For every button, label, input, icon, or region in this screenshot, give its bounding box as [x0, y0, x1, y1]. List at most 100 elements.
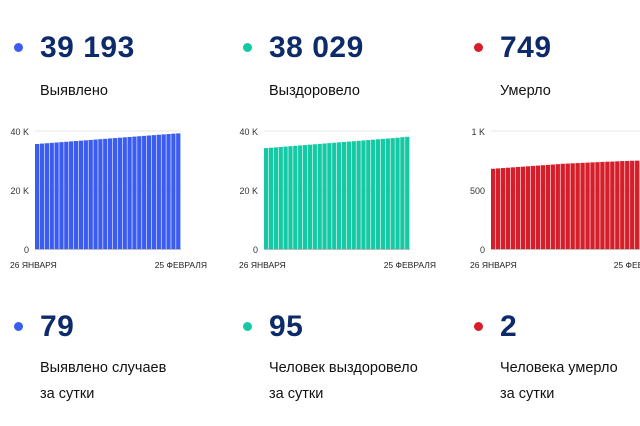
bar	[630, 160, 635, 249]
confirmed-total: 39 193	[40, 31, 135, 64]
bar	[635, 160, 640, 249]
bar	[615, 161, 620, 249]
bar	[302, 145, 308, 249]
bar	[375, 139, 381, 249]
bar	[98, 139, 103, 249]
bar	[64, 141, 69, 249]
bar	[625, 160, 630, 249]
bar	[132, 136, 137, 249]
y-tick-label: 20 K	[10, 186, 29, 196]
bar	[341, 141, 347, 249]
bar	[535, 165, 541, 249]
bar	[127, 136, 132, 249]
y-tick-label: 1 K	[471, 127, 485, 137]
bar	[575, 163, 580, 249]
recovered-total: 38 029	[269, 31, 364, 64]
y-tick-label: 20 K	[239, 186, 258, 196]
bar	[385, 138, 390, 249]
bar	[395, 137, 400, 249]
bar	[500, 168, 506, 249]
bar	[108, 138, 113, 249]
bar	[371, 139, 376, 249]
confirmed-dot-icon	[14, 43, 23, 52]
daily-deaths-label-line1: Человека умерло	[500, 360, 618, 376]
bar	[366, 140, 371, 249]
x-tick-label: 25 ФЕВРАЛЯ	[384, 260, 436, 270]
bar	[560, 163, 565, 249]
bar	[312, 144, 317, 249]
bar	[332, 142, 337, 249]
bar	[112, 138, 118, 249]
bar	[142, 135, 147, 249]
bar	[166, 134, 171, 249]
deaths-dot-icon	[474, 43, 483, 52]
daily-deaths-value: 2	[500, 310, 518, 343]
bar	[565, 163, 570, 249]
bar	[288, 146, 293, 249]
bar	[510, 167, 516, 249]
x-tick-label: 25 ФЕВРАЛЯ	[155, 260, 207, 270]
bar	[171, 133, 176, 249]
bar	[337, 142, 342, 249]
confirmed-chart: 0 20 K 40 K 26 ЯНВАРЯ 25 ФЕВРАЛЯ	[10, 127, 207, 270]
bar	[49, 142, 54, 249]
bar	[35, 143, 40, 249]
x-tick-label: 25 ФЕВРАЛЯ	[614, 260, 640, 270]
bar	[530, 165, 536, 249]
daily-recovered-dot-icon	[243, 322, 252, 331]
bar	[491, 168, 496, 249]
bar	[351, 141, 356, 249]
y-tick-label: 500	[470, 186, 485, 196]
bar	[605, 161, 610, 249]
bar	[595, 162, 600, 249]
bar	[327, 143, 332, 249]
bar	[83, 140, 88, 249]
bar	[600, 161, 605, 249]
bar	[520, 166, 526, 249]
deaths-label: Умерло	[500, 83, 551, 99]
bar	[495, 168, 501, 249]
daily-confirmed-label-line1: Выявлено случаев	[40, 360, 167, 376]
bar	[273, 147, 278, 249]
bar	[156, 134, 161, 249]
y-tick-label: 40 K	[10, 127, 29, 137]
bar	[590, 162, 595, 249]
bar	[550, 164, 555, 249]
bar	[555, 164, 560, 249]
bar	[585, 162, 590, 249]
recovered-dot-icon	[243, 43, 252, 52]
bar	[39, 143, 45, 249]
daily-confirmed-dot-icon	[14, 322, 23, 331]
daily-recovered-value: 95	[269, 310, 304, 343]
bar	[525, 166, 531, 249]
x-tick-label: 26 ЯНВАРЯ	[239, 260, 286, 270]
bar	[283, 146, 288, 249]
y-tick-label: 40 K	[239, 127, 258, 137]
bar	[317, 143, 322, 249]
y-tick-label: 0	[480, 245, 485, 255]
bar	[146, 135, 152, 249]
daily-deaths-dot-icon	[474, 322, 483, 331]
bar	[44, 143, 49, 249]
daily-recovered-label-line1: Человек выздоровело	[269, 360, 418, 376]
bar	[298, 145, 303, 249]
bar	[380, 138, 386, 249]
bar	[361, 140, 366, 249]
bar	[405, 136, 410, 249]
bar	[390, 138, 395, 249]
bar	[78, 140, 84, 249]
daily-confirmed-label-line2: за сутки	[40, 386, 95, 402]
bar	[103, 138, 108, 249]
confirmed-label: Выявлено	[40, 83, 108, 99]
bar	[117, 137, 122, 249]
bar	[620, 161, 625, 249]
bar	[307, 144, 313, 249]
bar	[161, 134, 166, 249]
bar	[122, 137, 127, 249]
bar	[278, 146, 283, 249]
daily-confirmed-value: 79	[40, 310, 75, 343]
bar	[69, 141, 74, 249]
bar	[54, 142, 59, 249]
bar	[59, 142, 64, 249]
bar	[540, 165, 546, 249]
